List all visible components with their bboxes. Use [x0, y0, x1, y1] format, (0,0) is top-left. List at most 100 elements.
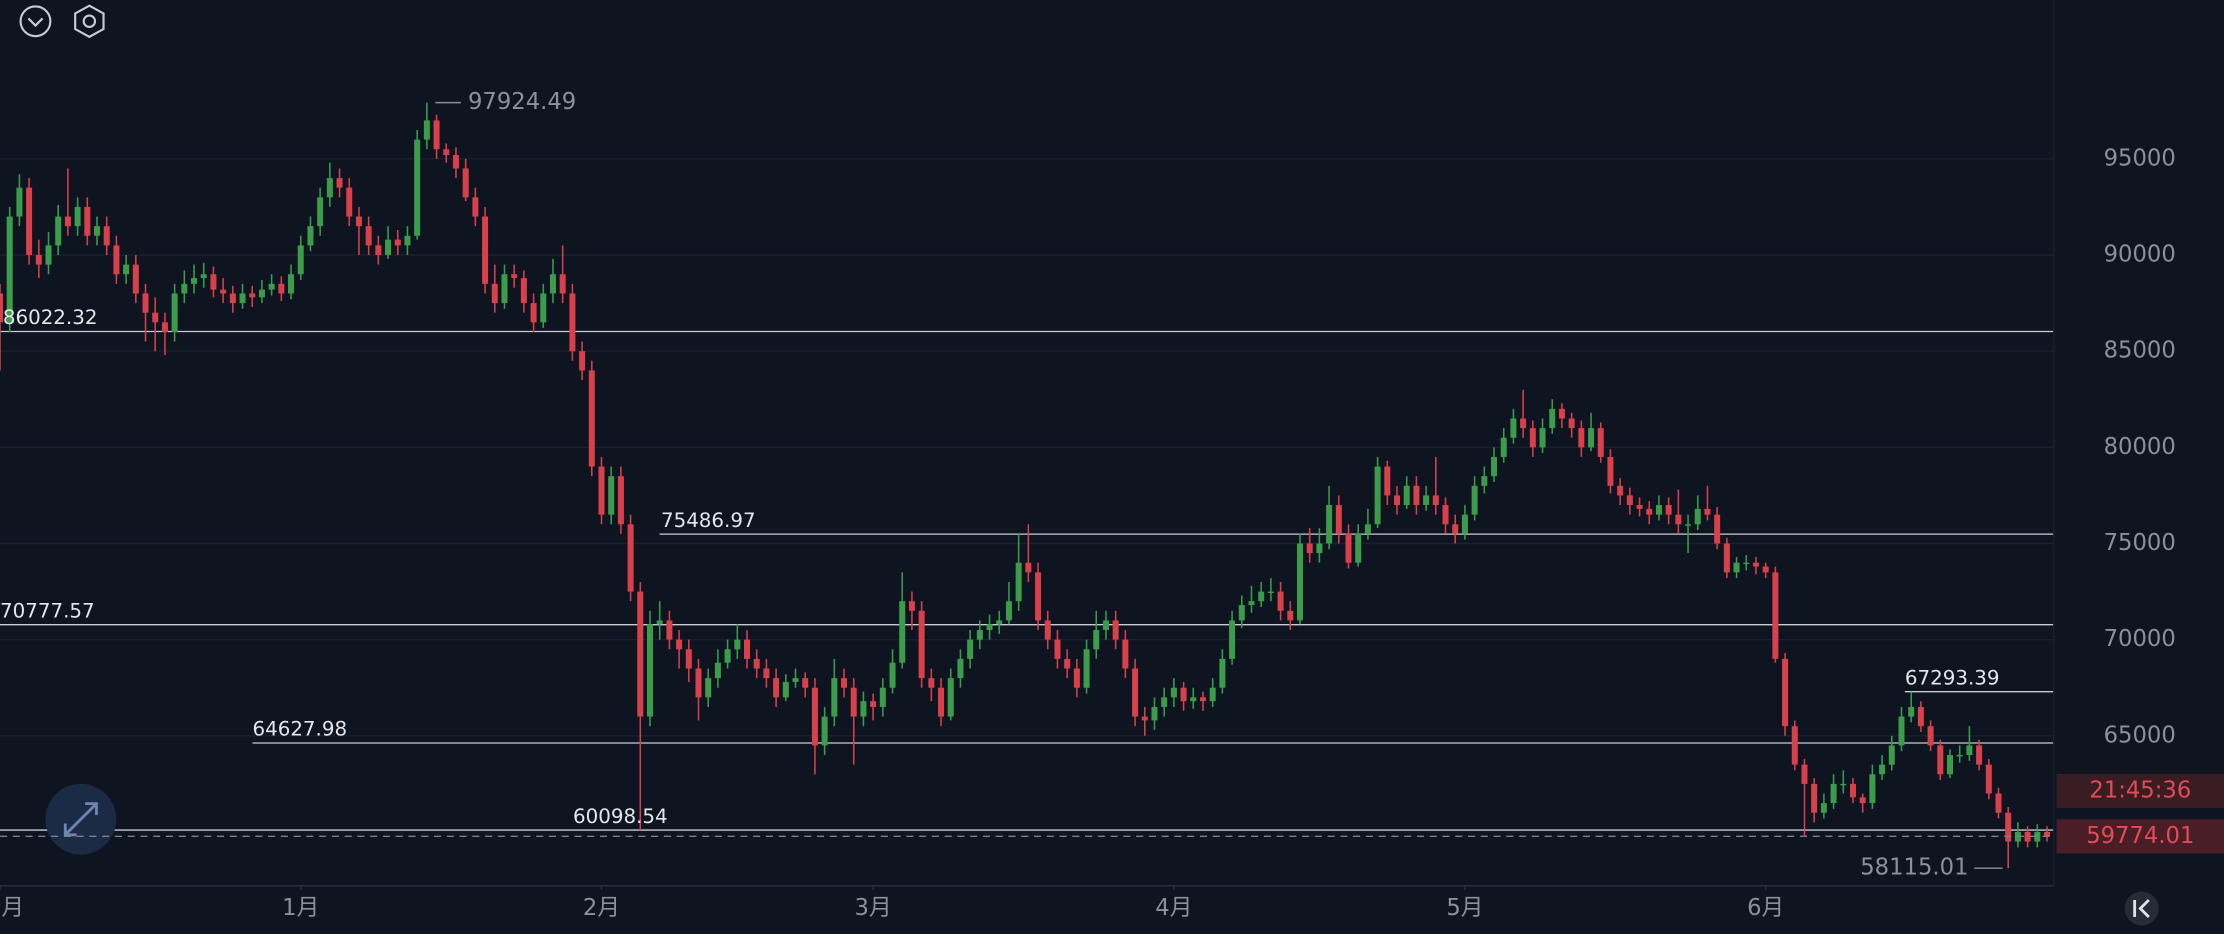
candle-body: [64, 216, 71, 227]
candle-body: [1238, 605, 1245, 621]
candle-body: [1665, 505, 1672, 515]
candle-body: [16, 187, 23, 217]
x-tick-label: 3月: [855, 895, 892, 921]
candle-body: [792, 678, 799, 682]
candle-body: [375, 245, 382, 256]
candle-body: [2034, 831, 2041, 842]
candle-body: [1394, 495, 1401, 506]
candle-body: [1423, 495, 1430, 506]
candle-body: [1675, 514, 1682, 525]
candle-body: [152, 312, 159, 323]
candle-body: [1403, 485, 1410, 506]
candle-body: [161, 322, 168, 332]
candle-body: [1345, 533, 1352, 563]
countdown: 21:45:36: [2089, 777, 2191, 803]
candle-body: [1364, 524, 1371, 534]
candle-body: [181, 283, 188, 294]
candle-body: [1306, 543, 1313, 554]
candle-body: [1743, 562, 1750, 565]
candle-body: [1102, 620, 1109, 631]
candle-body: [637, 591, 644, 717]
candle-body: [336, 178, 343, 188]
candle-body: [1607, 456, 1614, 486]
candle-body: [491, 283, 498, 304]
candle-body: [1122, 639, 1129, 669]
candle-body: [1617, 485, 1624, 496]
candle-body: [6, 216, 13, 323]
candle-body: [472, 197, 479, 217]
candle-body: [773, 678, 780, 698]
candle-body: [307, 226, 314, 246]
candle-body: [967, 639, 974, 659]
countdown-box: [2056, 773, 2224, 808]
y-tick-label: 90000: [2104, 242, 2176, 268]
candle-body: [1568, 418, 1575, 429]
y-tick-label: 75000: [2104, 530, 2176, 556]
current-price-label: 59774.01: [2086, 823, 2194, 849]
candle-body: [559, 274, 566, 294]
candle-body: [1064, 658, 1071, 669]
candle-body: [1461, 514, 1468, 534]
candle-body: [1646, 508, 1653, 515]
x-tick-label: 6月: [1747, 895, 1784, 921]
candle-body: [433, 120, 440, 150]
candle-body: [1015, 562, 1022, 602]
settings-button[interactable]: [74, 4, 105, 39]
candle-body: [26, 187, 33, 256]
x-tick-label: 月: [1, 895, 24, 921]
candle-body: [35, 255, 42, 265]
candle-body: [123, 264, 130, 275]
candle-body: [1219, 658, 1226, 688]
candle-body: [103, 226, 110, 246]
collapse-button[interactable]: [19, 5, 52, 38]
scroll-to-latest-button[interactable]: [2124, 891, 2159, 926]
candle-body: [1723, 543, 1730, 573]
candle-body: [666, 620, 673, 640]
candle-body: [1151, 706, 1158, 721]
candle-body: [1820, 803, 1827, 813]
candle-body: [646, 624, 654, 717]
candle-body: [511, 274, 518, 279]
candle-body: [74, 206, 81, 227]
candle-body: [1132, 668, 1139, 717]
level-label: 67293.39: [1905, 666, 2000, 689]
candle-body: [1946, 755, 1953, 775]
candle-body: [1326, 505, 1333, 544]
x-tick-label: 2月: [583, 895, 620, 921]
candle-body: [249, 293, 256, 298]
candle-body: [705, 678, 712, 698]
candle-body: [1199, 697, 1206, 702]
candle-body: [1229, 620, 1236, 659]
expand-button[interactable]: [45, 783, 117, 855]
candle-body: [1927, 726, 1934, 746]
candle-body: [850, 687, 857, 717]
candle-body: [753, 658, 760, 669]
candle-body: [1626, 495, 1633, 506]
candle-body: [1520, 418, 1527, 429]
candle-body: [1956, 755, 1963, 757]
candle-body: [821, 716, 828, 746]
candle-body: [908, 601, 915, 611]
candle-body: [1374, 466, 1381, 525]
candle-body: [918, 610, 925, 679]
y-tick-label: 65000: [2104, 722, 2176, 748]
candle-body: [2005, 812, 2012, 842]
candle-body: [132, 264, 139, 294]
candle-body: [734, 639, 741, 650]
candle-body: [1044, 620, 1051, 640]
candle-body: [462, 168, 469, 198]
y-tick-label: 95000: [2104, 145, 2176, 171]
candle-body: [0, 293, 4, 323]
low-label: 58115.01: [1860, 855, 1968, 881]
candle-body: [1083, 649, 1090, 688]
level-label: 60098.54: [573, 805, 668, 828]
candle-body: [1869, 774, 1876, 804]
candle-body: [1879, 764, 1886, 775]
candle-body: [317, 197, 324, 227]
candle-body: [1500, 437, 1507, 457]
price-box: [2056, 819, 2224, 854]
candle-body: [414, 139, 421, 236]
candle-body: [1471, 485, 1478, 515]
